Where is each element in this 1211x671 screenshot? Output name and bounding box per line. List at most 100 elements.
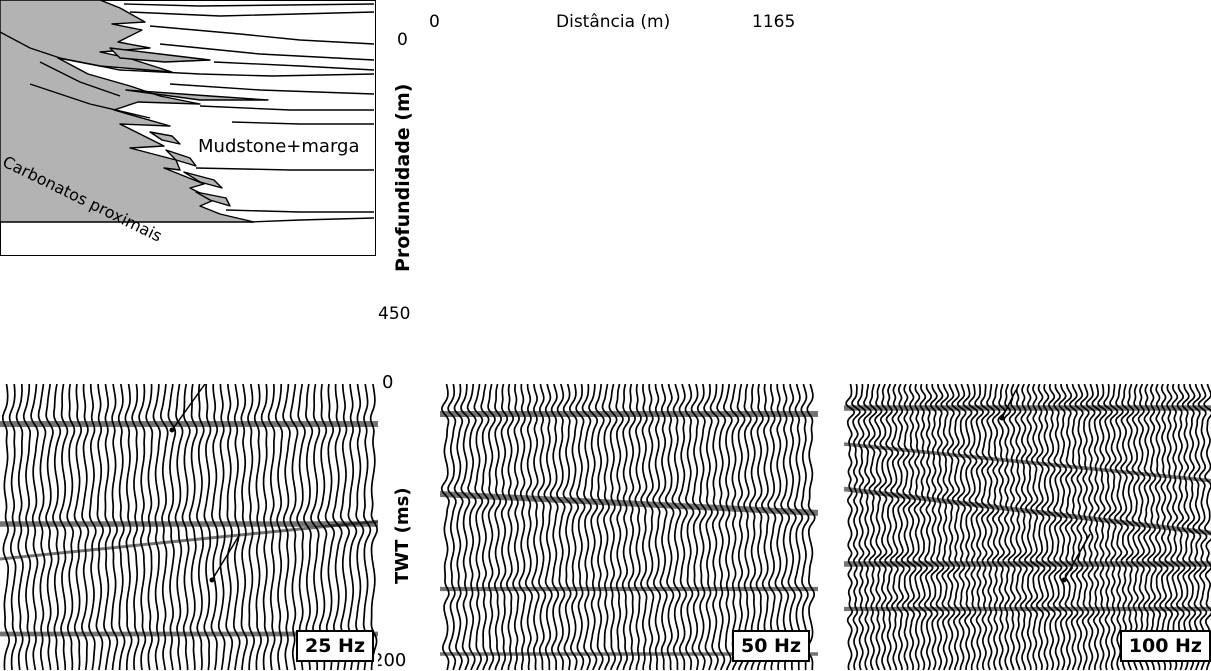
x-min-label: 0 bbox=[429, 12, 440, 32]
seismic-trace bbox=[1130, 384, 1141, 670]
seismic-trace bbox=[980, 384, 990, 670]
seismic-trace bbox=[493, 384, 502, 670]
twt-max-label: 200 bbox=[372, 650, 407, 671]
seismic-trace bbox=[678, 384, 688, 670]
carbonate-tongue bbox=[165, 149, 197, 167]
seismic-trace bbox=[217, 384, 226, 670]
seismic-trace bbox=[716, 384, 727, 670]
bedding-line bbox=[149, 25, 374, 45]
seismic-trace bbox=[895, 384, 906, 670]
seismic-trace bbox=[951, 384, 961, 670]
seismic-reflector bbox=[844, 442, 1211, 483]
seismic-trace bbox=[1041, 384, 1052, 670]
seismic-trace bbox=[761, 384, 770, 670]
bedding-line bbox=[123, 3, 374, 7]
seismic-panel-25hz: 25 Hz bbox=[0, 384, 378, 670]
seismic-trace bbox=[73, 384, 83, 670]
seismic-trace bbox=[196, 384, 205, 670]
seismic-trace bbox=[615, 384, 624, 670]
seismic-trace bbox=[929, 384, 940, 670]
seismic-trace bbox=[956, 384, 967, 670]
seismic-trace bbox=[1192, 384, 1202, 670]
annotation-arrow bbox=[171, 384, 206, 431]
seismic-trace bbox=[512, 384, 520, 670]
seismic-trace bbox=[806, 384, 816, 670]
seismic-trace bbox=[793, 384, 804, 670]
seismic-trace bbox=[289, 384, 299, 670]
seismic-trace bbox=[1181, 384, 1192, 670]
seismic-trace bbox=[671, 384, 682, 670]
seismic-trace bbox=[568, 384, 580, 670]
seismic-trace bbox=[974, 384, 985, 670]
seismic-trace bbox=[940, 384, 950, 670]
seismic-trace bbox=[900, 384, 911, 670]
seismic-trace bbox=[736, 384, 746, 670]
frequency-label-25hz: 25 Hz bbox=[295, 630, 374, 662]
seismic-trace bbox=[549, 384, 560, 670]
seismic-trace bbox=[575, 384, 586, 670]
seismic-trace bbox=[138, 384, 147, 670]
seismic-trace bbox=[8, 384, 17, 670]
seismic-trace bbox=[581, 384, 592, 670]
seismic-trace bbox=[232, 384, 241, 670]
seismic-trace bbox=[473, 384, 484, 670]
seismic-trace bbox=[562, 384, 573, 670]
seismic-trace bbox=[499, 384, 509, 670]
seismic-trace bbox=[640, 384, 648, 670]
seismic-trace bbox=[1029, 384, 1040, 670]
seismic-trace bbox=[997, 384, 1006, 670]
seismic-trace bbox=[447, 384, 457, 670]
annotation-arrow bbox=[1063, 533, 1091, 581]
seismic-trace bbox=[884, 384, 894, 670]
seismic-trace bbox=[1002, 384, 1011, 670]
seismic-trace bbox=[174, 384, 184, 670]
seismic-trace bbox=[52, 384, 62, 670]
seismic-trace bbox=[1085, 384, 1096, 670]
seismic-trace bbox=[1113, 384, 1124, 670]
seismic-trace bbox=[355, 384, 365, 670]
y-max-label: 450 bbox=[378, 304, 411, 324]
seismic-trace bbox=[594, 384, 605, 670]
seismic-reflector bbox=[844, 486, 1211, 536]
seismic-trace bbox=[247, 384, 255, 670]
seismic-trace bbox=[152, 384, 161, 670]
seismic-trace bbox=[878, 384, 888, 670]
seismic-trace bbox=[203, 384, 212, 670]
seismic-trace bbox=[225, 384, 234, 670]
clinoform-line bbox=[29, 83, 151, 119]
seismic-trace bbox=[627, 384, 636, 670]
seismic-trace bbox=[786, 384, 797, 670]
seismic-trace bbox=[362, 384, 372, 670]
seismic-trace bbox=[117, 384, 126, 670]
seismic-trace bbox=[267, 384, 276, 670]
seismic-trace bbox=[556, 384, 566, 670]
seismic-trace bbox=[696, 384, 707, 670]
annotation-arrow bbox=[211, 533, 241, 581]
seismic-trace bbox=[95, 384, 104, 670]
seismic-trace bbox=[767, 384, 777, 670]
seismic-trace bbox=[1186, 384, 1197, 670]
seismic-reflector bbox=[0, 519, 378, 561]
seismic-trace bbox=[912, 384, 923, 670]
x-axis-title: Distância (m) bbox=[556, 12, 671, 32]
seismic-trace bbox=[918, 384, 929, 670]
seismic-trace bbox=[1079, 384, 1090, 670]
twt-axis-title: TWT (ms) bbox=[392, 487, 413, 584]
carbonate-tongue bbox=[149, 131, 181, 145]
seismic-trace bbox=[652, 384, 662, 670]
seismic-trace bbox=[505, 384, 515, 670]
seismic-trace bbox=[22, 384, 32, 670]
seismic-trace bbox=[466, 384, 477, 670]
seismic-trace bbox=[923, 384, 934, 670]
seismic-trace bbox=[664, 384, 675, 670]
seismic-trace bbox=[588, 384, 599, 670]
seismic-trace bbox=[889, 384, 900, 670]
seismic-trace bbox=[80, 384, 90, 670]
annotation-arrowhead bbox=[169, 427, 175, 433]
twt-min-label: 0 bbox=[382, 372, 394, 393]
seismic-trace bbox=[1052, 384, 1063, 670]
clinoform-line bbox=[0, 31, 374, 77]
seismic-trace bbox=[703, 384, 713, 670]
seismic-trace bbox=[851, 384, 861, 670]
seismic-trace bbox=[210, 384, 219, 670]
